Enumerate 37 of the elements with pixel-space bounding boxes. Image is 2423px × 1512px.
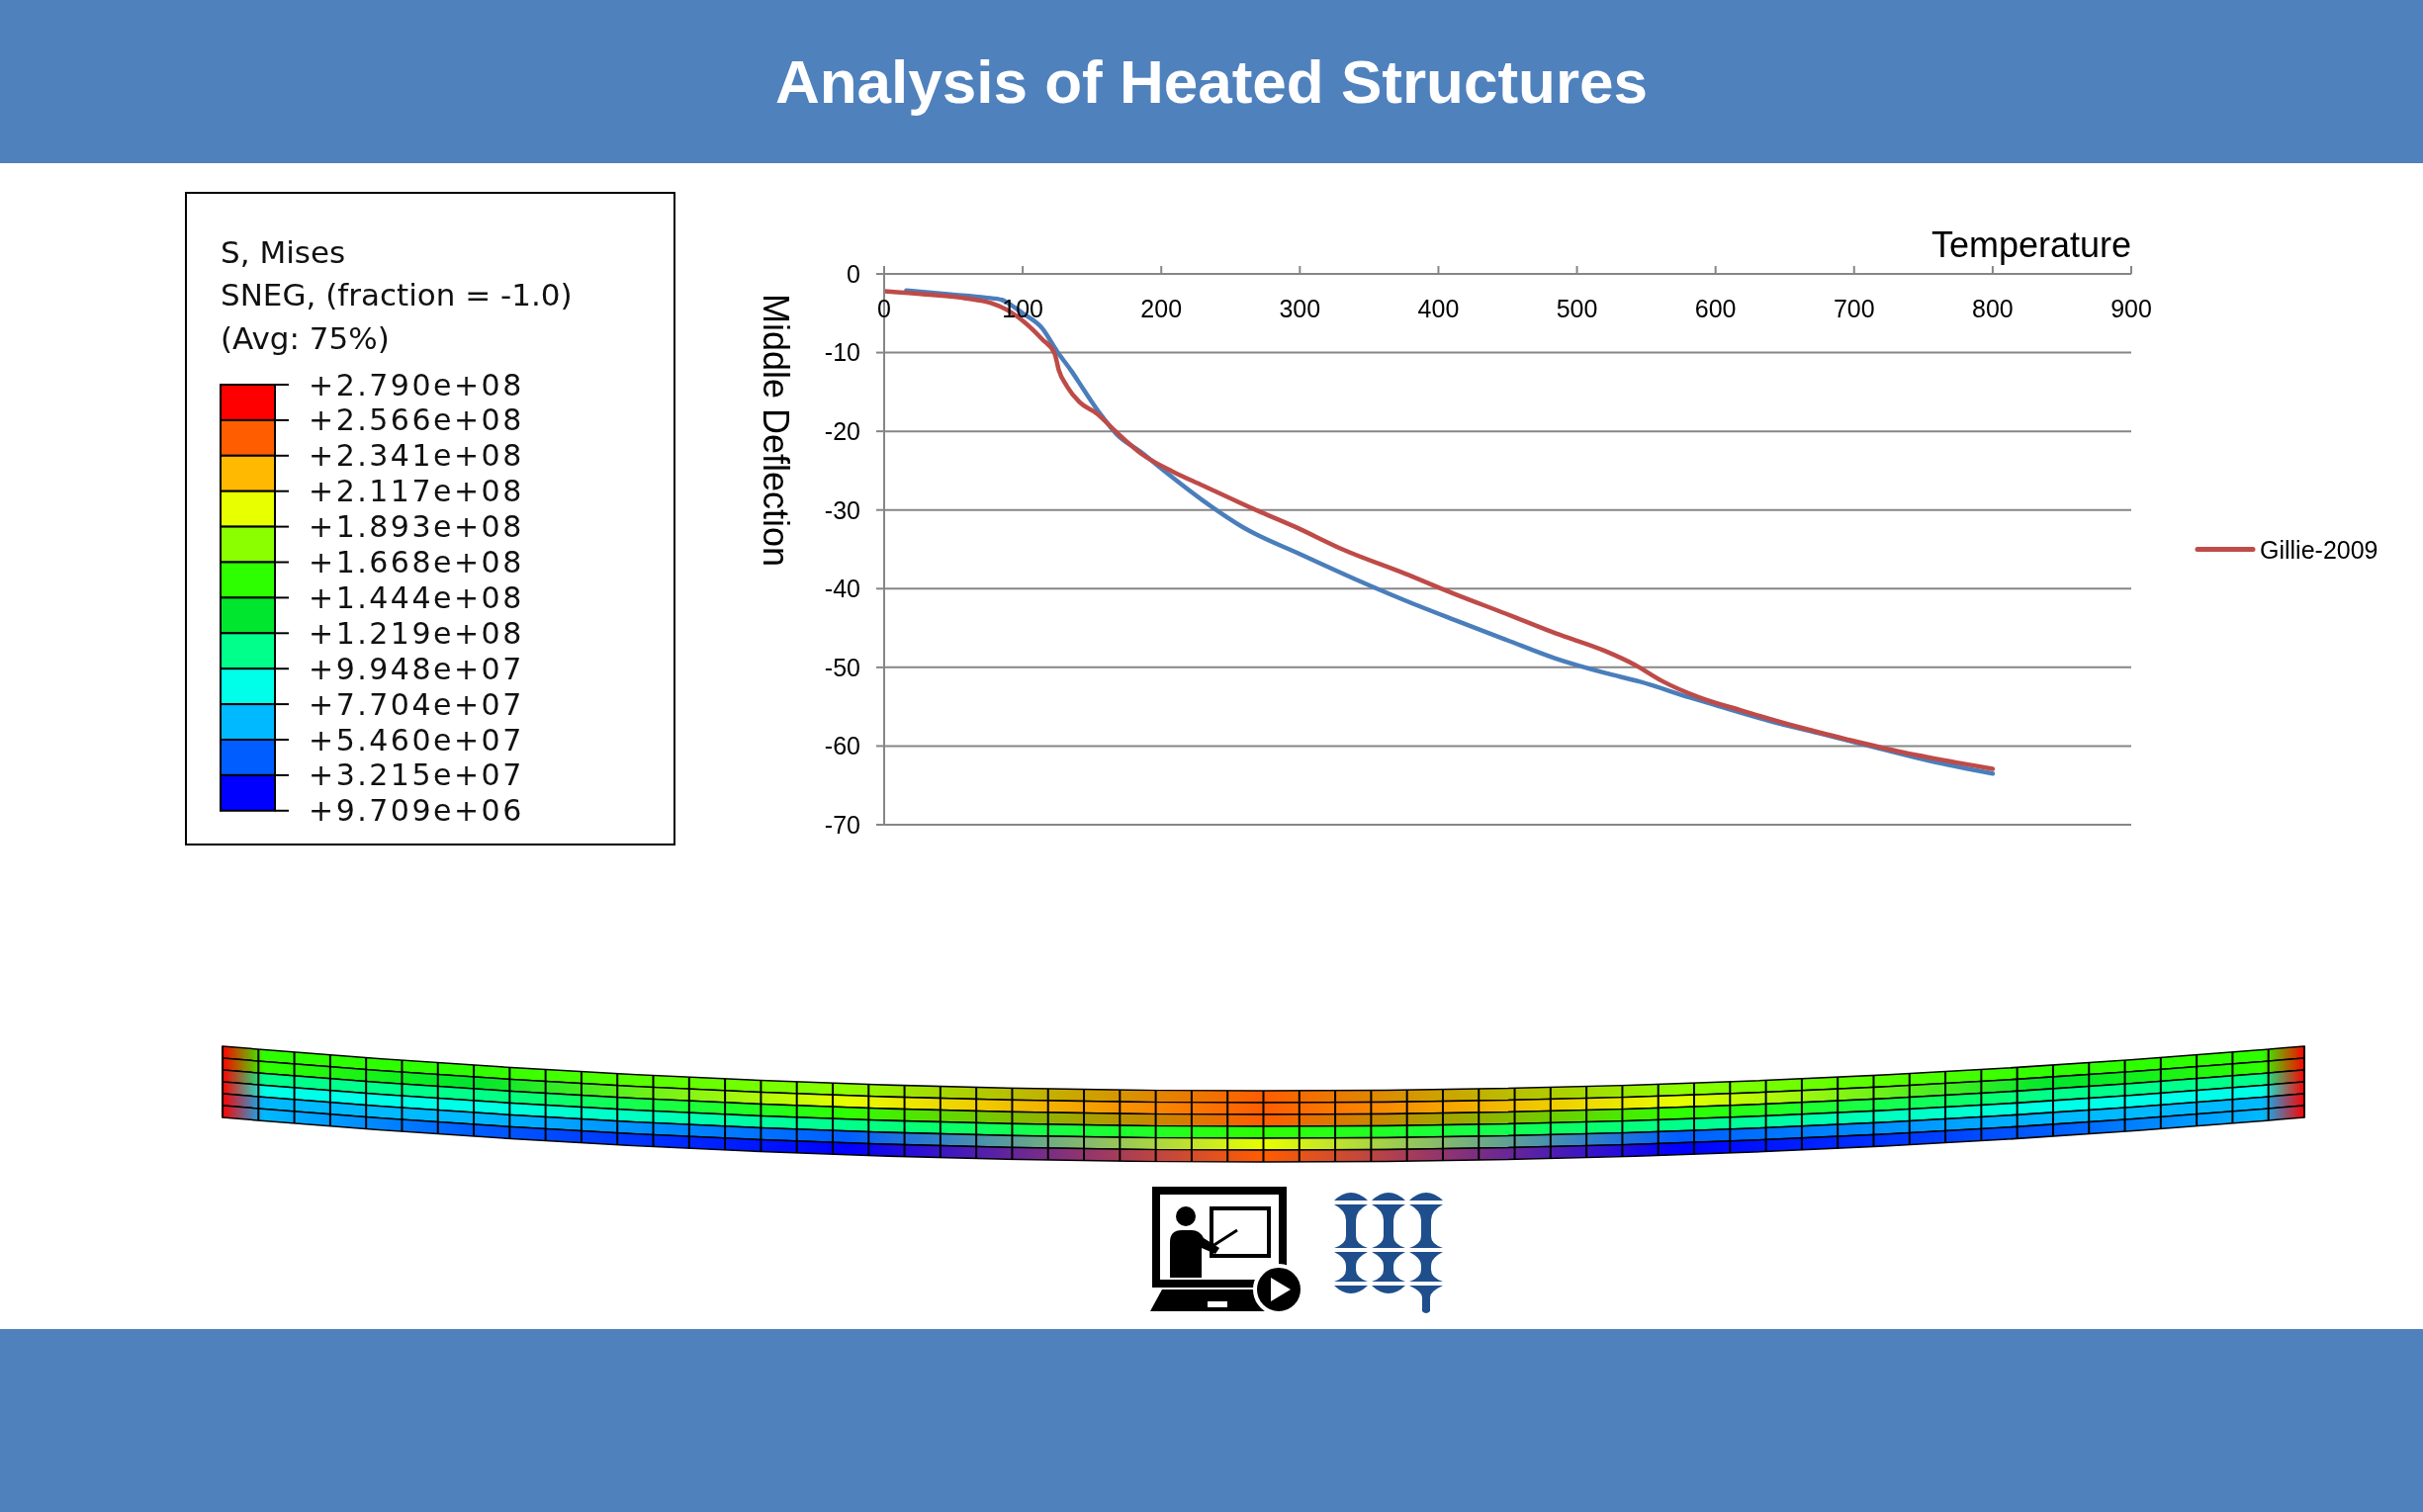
- y-tick-label: -30: [824, 495, 860, 524]
- y-tick-label: -60: [824, 732, 860, 760]
- text: +1.893e+08: [309, 509, 524, 545]
- x-axis-title: Temperature: [1930, 224, 2131, 265]
- x-tick-label: 200: [1140, 295, 1183, 322]
- text: +3.215e+07: [309, 757, 524, 793]
- y-tick-label: -50: [824, 653, 860, 681]
- chart-title: Analysis of Heated Structures: [773, 46, 1649, 118]
- y-tick-label: -70: [824, 810, 860, 839]
- x-tick-label: 700: [1833, 295, 1875, 322]
- x-tick-label: 600: [1694, 295, 1737, 322]
- x-tick-label: 0: [877, 295, 891, 322]
- text: +9.709e+06: [309, 793, 524, 829]
- text: +7.704e+07: [309, 686, 524, 722]
- text: +1.219e+08: [309, 615, 524, 651]
- x-tick-label: 800: [1972, 295, 2014, 322]
- text: +2.566e+08: [309, 402, 524, 438]
- text: +5.460e+07: [309, 722, 524, 757]
- text: S, Mises: [221, 234, 346, 270]
- y-tick-label: 0: [847, 259, 860, 288]
- x-tick-label: 500: [1556, 295, 1598, 322]
- text: +2.341e+08: [309, 438, 524, 474]
- y-tick-label: -10: [824, 338, 860, 367]
- y-tick-label: -40: [824, 575, 860, 603]
- y-tick-label: -20: [824, 417, 860, 446]
- x-tick-label: 900: [2110, 295, 2152, 322]
- x-tick-label: 400: [1417, 295, 1460, 322]
- text: +1.444e+08: [309, 579, 524, 615]
- legend-label: Gillie-2009: [2260, 535, 2378, 564]
- x-tick-label: 300: [1279, 295, 1321, 322]
- y-axis-title: Middle Deflection: [756, 294, 796, 568]
- text: +9.948e+07: [309, 651, 524, 686]
- text: SNEG, (fraction = -1.0): [221, 277, 573, 312]
- text: +1.668e+08: [309, 545, 524, 579]
- text: (Avg: 75%): [221, 320, 390, 356]
- text: +2.117e+08: [309, 474, 524, 509]
- text: +2.790e+08: [309, 367, 524, 402]
